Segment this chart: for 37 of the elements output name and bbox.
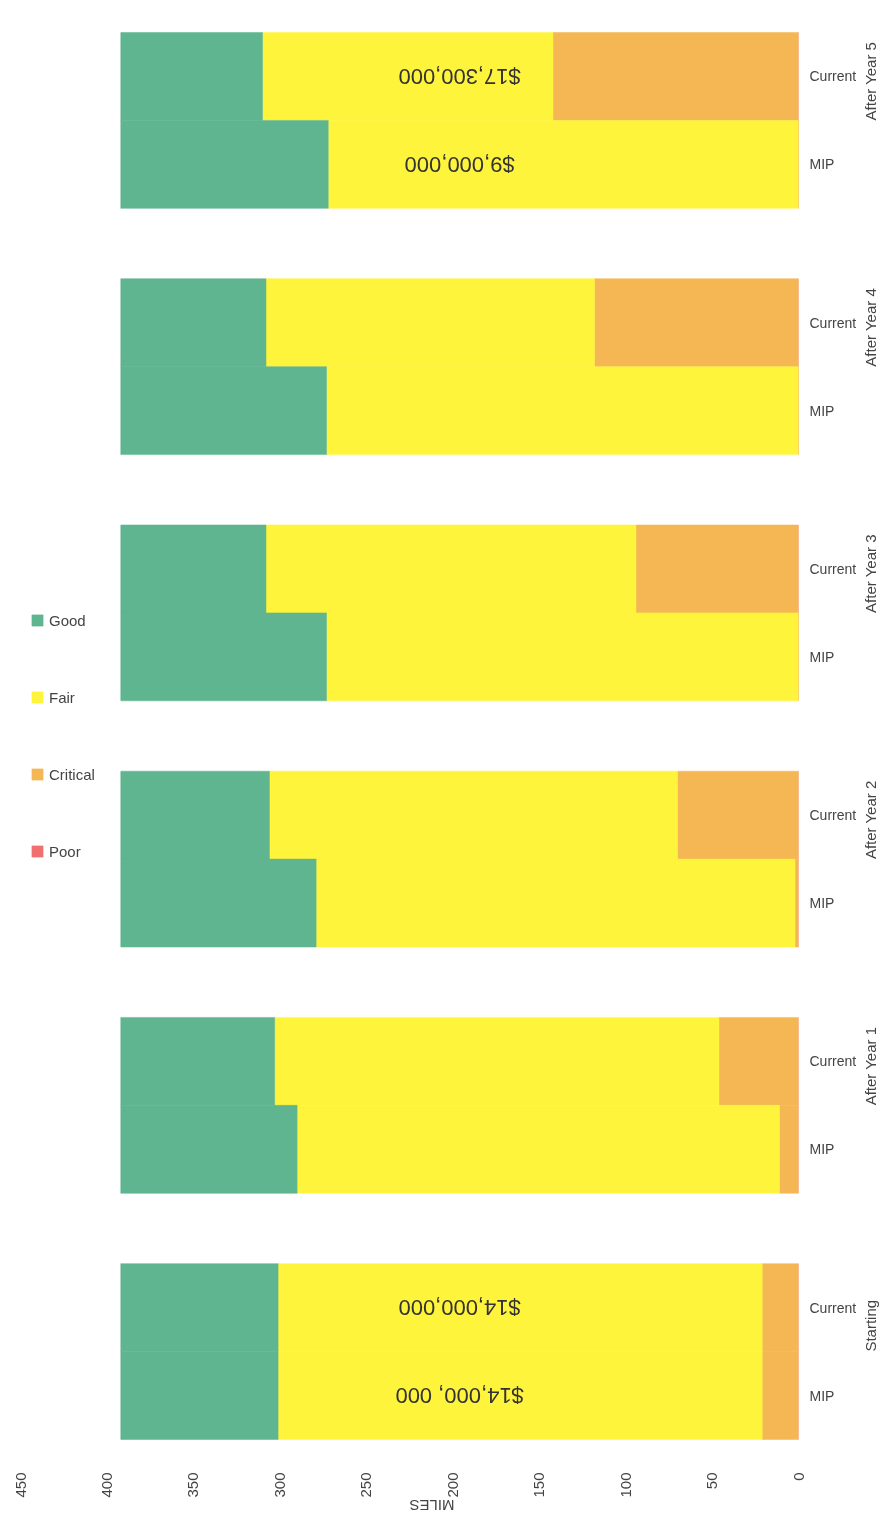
annotation: $17,300,000	[398, 63, 521, 89]
y-tick-label: MIP	[809, 402, 835, 419]
y-tick-label: MIP	[809, 1141, 835, 1158]
x-tick-label: 100	[616, 1472, 634, 1498]
x-tick-label: 300	[270, 1472, 288, 1498]
y-tick-label: Current	[809, 1299, 857, 1316]
x-tick-label: 0	[789, 1472, 807, 1481]
text: Starting	[862, 1299, 879, 1352]
y-tick-label: Current	[809, 1053, 857, 1070]
x-tick-label: 250	[357, 1472, 375, 1498]
legend-label: Fair	[49, 688, 75, 706]
text: After Year 1	[862, 1026, 879, 1106]
legend-label: Poor	[49, 842, 81, 860]
y-tick-label: MIP	[809, 895, 835, 912]
annotation: $14,000, 000	[395, 1383, 524, 1409]
annotation: $14,000,000	[398, 1295, 521, 1321]
y-tick-label: MIP	[809, 1387, 835, 1404]
x-tick-label: 200	[443, 1472, 461, 1498]
annotation: $9,000,000	[404, 151, 515, 177]
x-tick-label: 150	[530, 1472, 548, 1498]
y-tick-label: Current	[809, 314, 857, 331]
y-tick-label: Current	[809, 68, 857, 85]
x-tick-label: 50	[703, 1472, 721, 1490]
text: After Year 5	[862, 42, 879, 121]
x-axis-title: MILES	[409, 1497, 455, 1515]
x-tick-label: 450	[11, 1472, 29, 1498]
text: After Year 3	[862, 534, 879, 613]
text: After Year 4	[862, 288, 879, 367]
x-tick-label: 400	[97, 1472, 115, 1498]
y-tick-label: MIP	[809, 156, 835, 173]
y-tick-label: Current	[809, 560, 857, 577]
y-tick-label: Current	[809, 807, 857, 824]
legend-label: Critical	[49, 765, 95, 783]
y-tick-label: MIP	[809, 648, 835, 665]
x-tick-label: 350	[184, 1472, 202, 1498]
text: After Year 2	[862, 780, 879, 860]
legend-label: Good	[49, 611, 86, 629]
